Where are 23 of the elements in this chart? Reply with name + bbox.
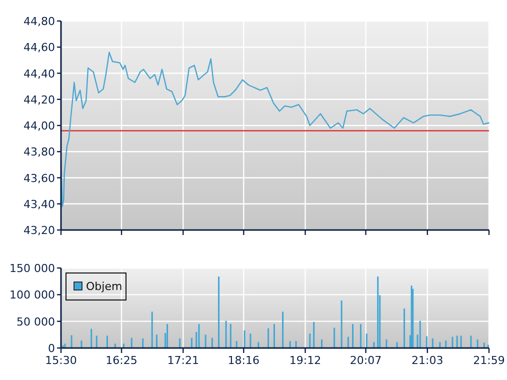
y-tick-label: 43,20 bbox=[24, 224, 55, 237]
legend-label: Objem bbox=[86, 280, 122, 293]
line-series bbox=[60, 52, 490, 208]
y-tick-label: 44,60 bbox=[24, 41, 55, 54]
y-tick-label: 44,40 bbox=[24, 67, 55, 80]
y-tick-label: 50 000 bbox=[16, 315, 55, 328]
x-tick-label: 21:59 bbox=[473, 354, 505, 367]
y-tick-label: 43,80 bbox=[24, 146, 55, 159]
y-tick-label: 43,60 bbox=[24, 172, 55, 185]
y-tick-label: 43,40 bbox=[24, 198, 55, 211]
y-tick-label: 44,20 bbox=[24, 93, 55, 106]
x-tick-label: 21:03 bbox=[412, 354, 444, 367]
y-tick-label: 0 bbox=[48, 342, 55, 355]
x-tick-label: 18:16 bbox=[228, 354, 260, 367]
y-tick-label: 100 000 bbox=[10, 288, 55, 302]
y-tick-label: 44,00 bbox=[24, 120, 55, 132]
x-tick-label: 17:21 bbox=[167, 354, 199, 367]
x-tick-label: 15:30 bbox=[45, 354, 77, 367]
y-tick-label: 150 000 bbox=[10, 262, 55, 275]
y-tick-label: 44,80 bbox=[24, 15, 55, 28]
x-tick-label: 16:25 bbox=[106, 354, 138, 367]
x-tick-label: 19:12 bbox=[289, 354, 322, 367]
x-tick-label: 20:07 bbox=[350, 354, 382, 367]
